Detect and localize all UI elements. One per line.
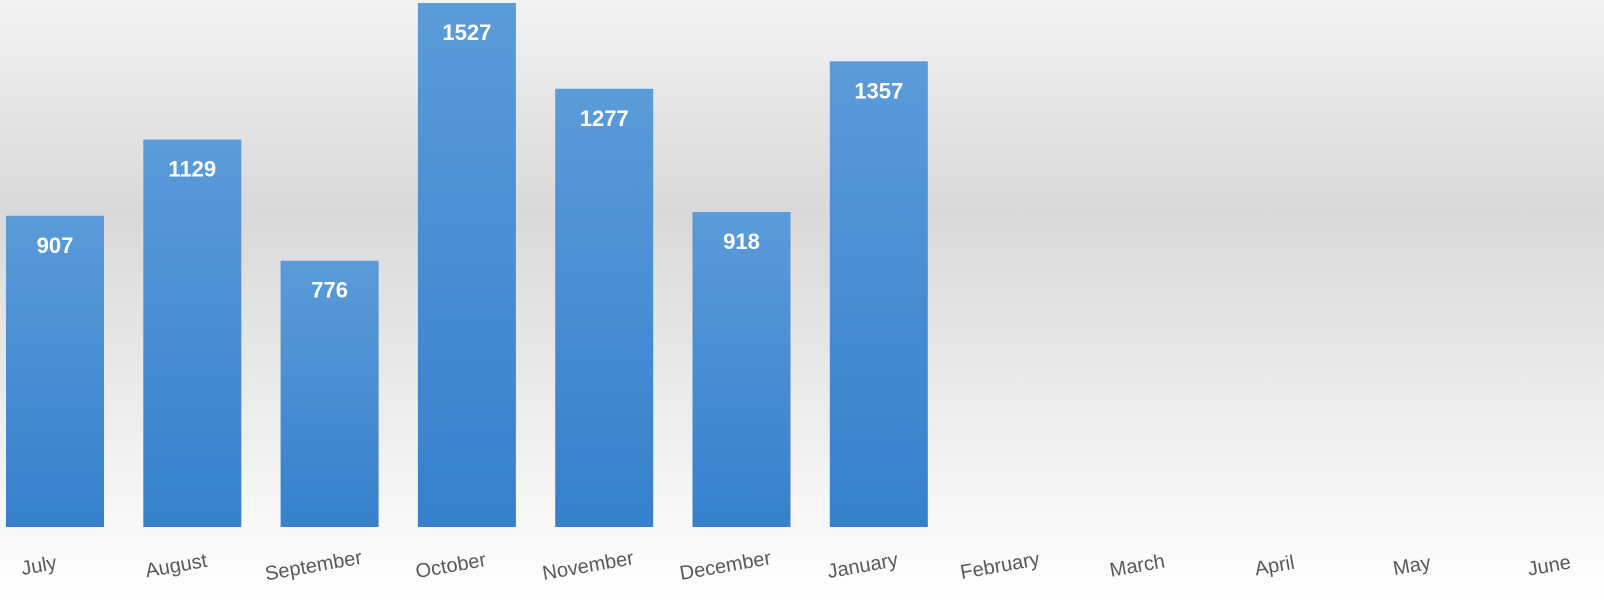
bar: [143, 139, 242, 527]
data-label: 907: [37, 233, 74, 258]
bar: [829, 61, 928, 527]
data-label: 918: [723, 229, 760, 254]
bar: [6, 215, 104, 528]
data-label: 1527: [442, 20, 491, 45]
data-label: 1277: [580, 106, 629, 131]
bar: [692, 211, 791, 528]
bar: [280, 260, 379, 527]
data-label: 776: [311, 278, 348, 303]
data-label: 1357: [854, 78, 903, 103]
data-label: 1129: [168, 157, 216, 182]
bar: [417, 3, 516, 527]
bar: [555, 88, 654, 528]
